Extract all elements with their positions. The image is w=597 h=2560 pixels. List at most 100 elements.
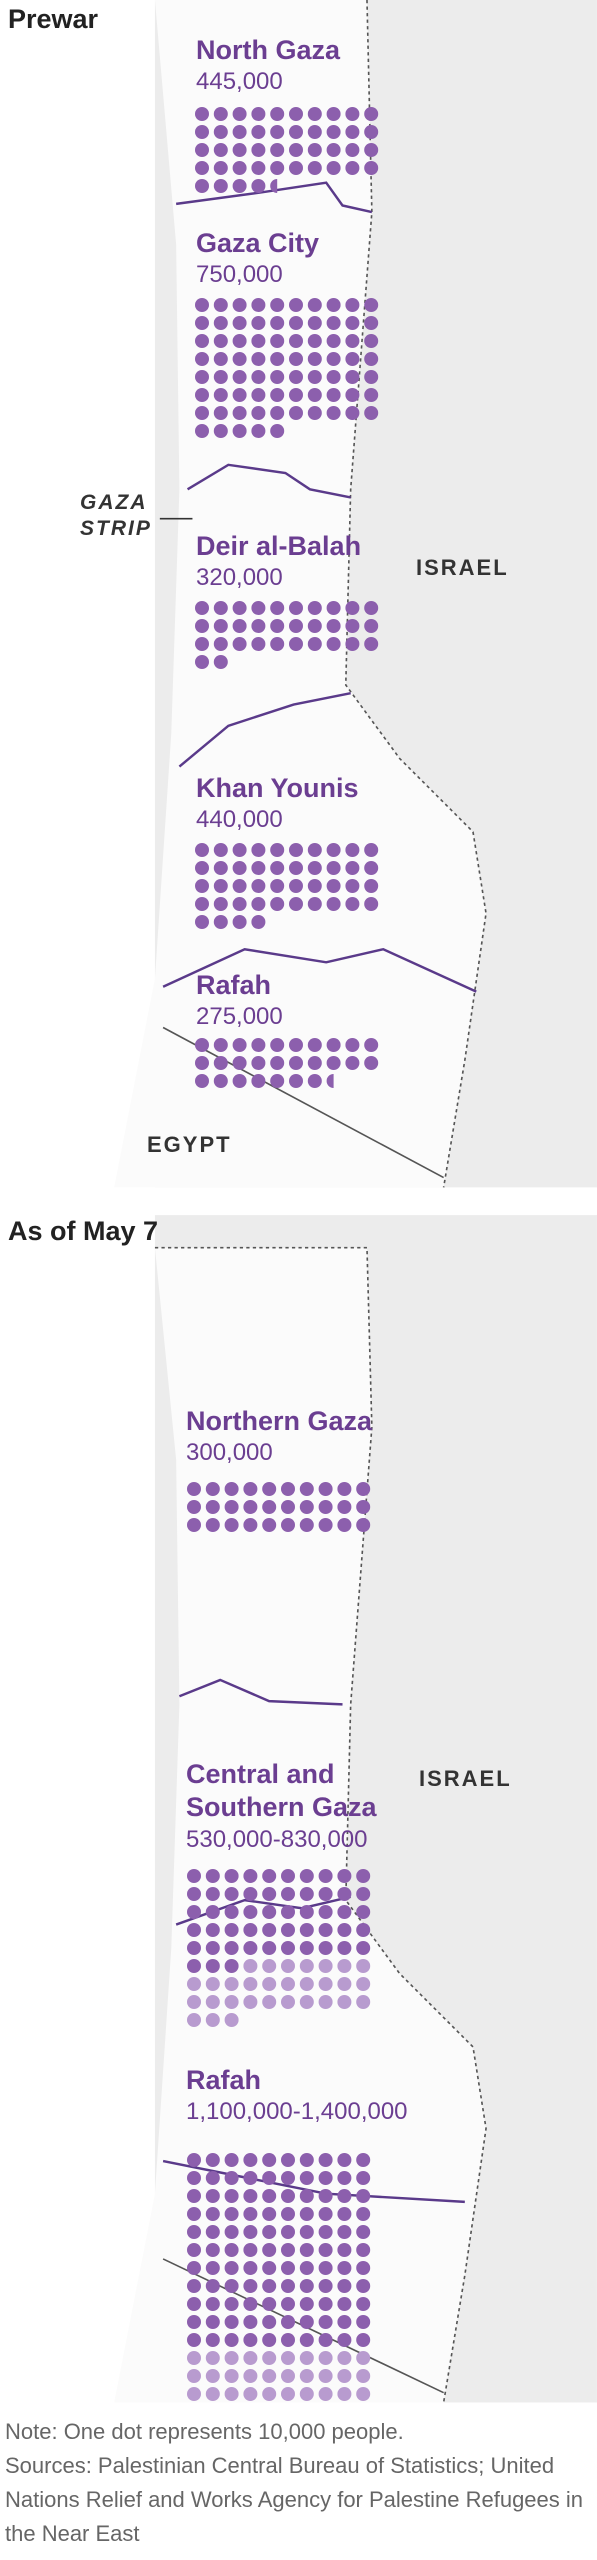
dot — [364, 334, 379, 348]
dot — [195, 843, 209, 857]
dot — [318, 2333, 333, 2347]
boundary — [162, 2159, 465, 2204]
dot — [243, 2261, 258, 2275]
dot — [270, 1074, 285, 1088]
region-population: 445,000 — [196, 68, 283, 95]
dot — [232, 1056, 247, 1070]
dot — [224, 1941, 239, 1955]
place-label: EGYPT — [147, 1132, 232, 1157]
dot — [318, 1869, 333, 1883]
dot — [270, 388, 285, 402]
dot — [356, 1887, 371, 1901]
dot — [224, 2225, 239, 2239]
region-name: Rafah — [196, 970, 272, 1000]
dot — [251, 406, 266, 420]
dot — [318, 1995, 333, 2009]
dot — [205, 2243, 220, 2257]
dot — [187, 2333, 201, 2347]
dot — [318, 1941, 333, 1955]
place-label: ISRAEL — [419, 1766, 512, 1791]
dot — [326, 370, 341, 384]
dot — [337, 2333, 352, 2347]
dot — [356, 2207, 371, 2221]
dot — [213, 107, 228, 121]
dot — [345, 843, 360, 857]
region-name: Khan Younis — [196, 773, 359, 803]
dot — [213, 861, 228, 875]
dot — [281, 1500, 295, 1514]
dot — [251, 915, 266, 929]
dot — [232, 861, 247, 875]
dot — [243, 2243, 258, 2257]
dot — [262, 2369, 277, 2383]
dot — [289, 298, 303, 312]
dot — [224, 1995, 239, 2009]
dot — [299, 2297, 314, 2311]
dot — [195, 897, 209, 911]
dot — [356, 2189, 371, 2203]
dot — [195, 655, 209, 669]
dot — [243, 1977, 258, 1991]
dot — [307, 879, 322, 893]
dot — [270, 1056, 285, 1070]
dot — [318, 1518, 333, 1532]
dot — [356, 2153, 371, 2167]
dot — [299, 1500, 314, 1514]
dot — [195, 1056, 209, 1070]
dot — [281, 2207, 295, 2221]
dot — [318, 2243, 333, 2257]
dot — [232, 370, 247, 384]
dot — [337, 2225, 352, 2239]
dot — [364, 897, 379, 911]
dot — [326, 601, 341, 615]
dot — [326, 107, 341, 121]
dot — [262, 1977, 277, 1991]
dot — [195, 879, 209, 893]
dot — [281, 2171, 295, 2185]
dot — [232, 143, 247, 157]
dot — [262, 2387, 277, 2401]
dot — [326, 619, 341, 633]
dot — [262, 1482, 277, 1496]
dot — [243, 1869, 258, 1883]
dot — [187, 1941, 201, 1955]
dot — [299, 2171, 314, 2185]
dot — [356, 2333, 371, 2347]
dot — [187, 2279, 201, 2293]
dot — [364, 143, 379, 157]
dot — [205, 2387, 220, 2401]
dot — [213, 161, 228, 175]
dot — [224, 1500, 239, 1514]
boundary — [178, 691, 351, 768]
dot — [243, 1995, 258, 2009]
dot — [345, 619, 360, 633]
dot — [326, 1056, 341, 1070]
dot — [318, 2225, 333, 2239]
dot — [224, 2171, 239, 2185]
dot — [356, 1941, 371, 1955]
dot — [251, 370, 266, 384]
dot — [337, 2369, 352, 2383]
dot — [356, 2351, 371, 2365]
dot — [187, 2189, 201, 2203]
dot — [187, 2225, 201, 2239]
dot — [356, 1482, 371, 1496]
dot — [262, 1995, 277, 2009]
dot — [205, 2369, 220, 2383]
dot — [318, 1923, 333, 1937]
dot — [356, 1995, 371, 2009]
dot — [232, 1074, 247, 1088]
dot — [213, 143, 228, 157]
dot — [337, 2207, 352, 2221]
dot — [307, 125, 322, 139]
dot — [345, 897, 360, 911]
dot — [289, 388, 303, 402]
dot — [213, 1056, 228, 1070]
boundary — [178, 1678, 343, 1706]
dot — [307, 370, 322, 384]
dot — [326, 388, 341, 402]
dot — [364, 879, 379, 893]
dot — [224, 1869, 239, 1883]
dot — [356, 1518, 371, 1532]
